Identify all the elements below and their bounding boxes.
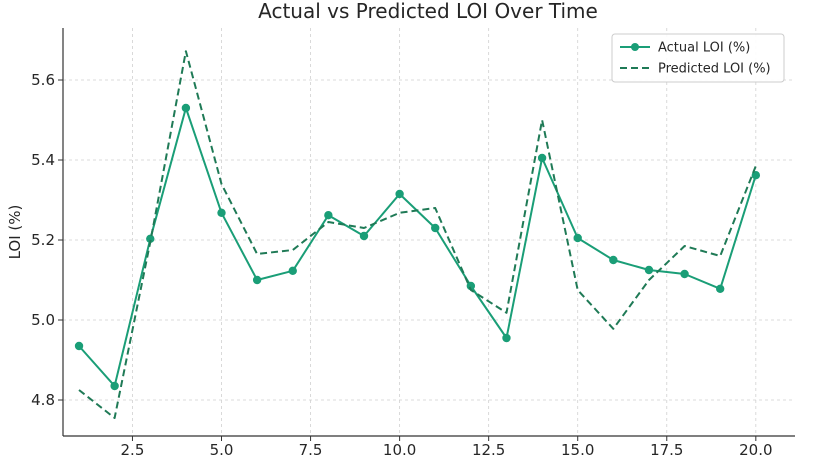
- actual-loi-point: [359, 231, 369, 241]
- actual-loi-point: [146, 234, 155, 243]
- axes: 2.5 5.0 7.5 10.0 12.5 15.0 17.5 20.0 4.8 5.0 5.2 5.…: [31, 28, 795, 459]
- y-tick-label: 5.6: [31, 71, 55, 89]
- x-tick-label: 20.0: [739, 441, 772, 459]
- x-tick-label: 5.0: [210, 441, 234, 459]
- series-layer: [74, 50, 761, 419]
- actual-loi-point: [502, 333, 511, 343]
- actual-loi-point: [680, 269, 689, 279]
- x-tick-label: 7.5: [299, 441, 323, 459]
- actual-loi-line: [78, 107, 757, 387]
- actual-loi-point: [431, 223, 440, 233]
- legend-actual-label: Actual LOI (%): [658, 41, 750, 56]
- y-tick-label: 5.0: [31, 311, 55, 329]
- x-tick-label: 10.0: [383, 441, 416, 459]
- legend: Actual LOI (%) Predicted LOI (%): [611, 33, 785, 83]
- y-tick-label: 5.2: [31, 231, 55, 249]
- x-tick-label: 12.5: [472, 441, 505, 459]
- actual-loi-point: [217, 208, 226, 217]
- actual-loi-point: [324, 211, 333, 220]
- actual-loi-point: [573, 233, 582, 243]
- actual-loi-point: [288, 266, 297, 275]
- legend-box: [611, 33, 785, 83]
- actual-loi-point: [715, 284, 725, 293]
- y-tick-label: 4.8: [31, 391, 55, 409]
- x-tick-label: 17.5: [650, 441, 683, 459]
- y-tick-label: 5.4: [31, 151, 55, 169]
- legend-actual-marker: [631, 43, 639, 51]
- x-tick-label: 15.0: [561, 441, 594, 459]
- actual-loi-point: [110, 381, 119, 391]
- actual-loi-point: [74, 341, 84, 351]
- actual-loi-point: [181, 103, 191, 113]
- actual-loi-point: [609, 255, 618, 265]
- actual-loi-point: [644, 265, 654, 275]
- x-tick-label: 2.5: [121, 441, 145, 459]
- actual-loi-point: [466, 281, 476, 291]
- actual-loi-point: [395, 189, 404, 199]
- predicted-loi-line: [78, 50, 757, 419]
- grid: [63, 28, 795, 436]
- actual-loi-point: [252, 275, 262, 285]
- actual-loi-point: [537, 153, 547, 163]
- y-axis-label: LOI (%): [6, 205, 24, 260]
- legend-predicted-label: Predicted LOI (%): [658, 62, 771, 77]
- chart-title: Actual vs Predicted LOI Over Time: [258, 0, 598, 23]
